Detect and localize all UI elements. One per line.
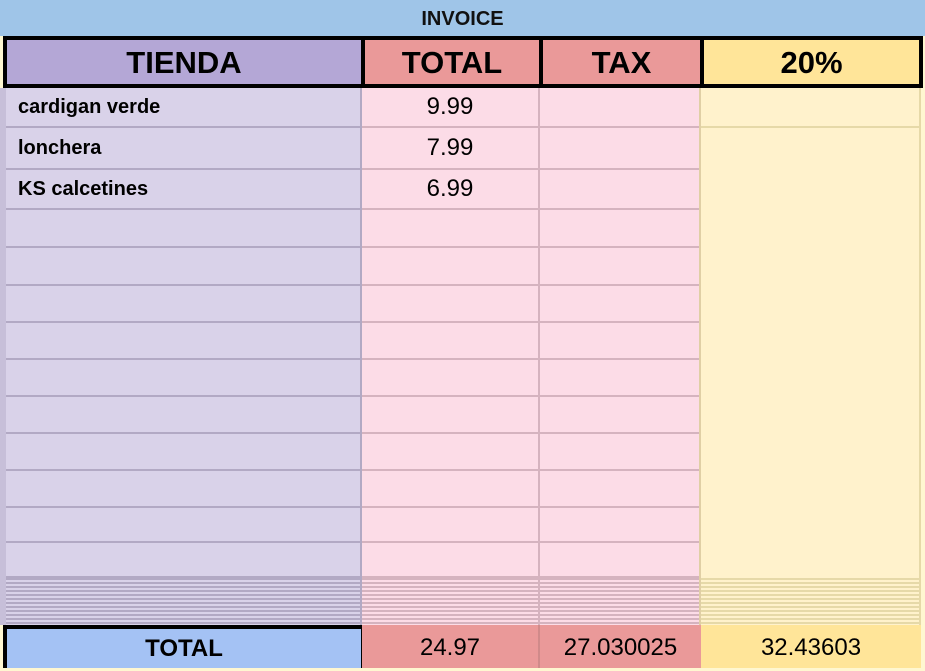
- invoice-title[interactable]: INVOICE: [0, 0, 925, 36]
- cell-total-row2[interactable]: 7.99: [362, 128, 538, 170]
- tax-column: [540, 88, 701, 625]
- cell-total-row6[interactable]: [362, 286, 538, 323]
- footer-tax[interactable]: 27.030025: [540, 625, 701, 668]
- cell-total-row8[interactable]: [362, 360, 538, 397]
- cell-total-row3[interactable]: 6.99: [362, 170, 538, 210]
- cell-total-row12[interactable]: [362, 508, 538, 543]
- cell-tienda-row10[interactable]: [6, 434, 360, 471]
- cell-tax-row13[interactable]: [540, 543, 699, 578]
- footer-rate[interactable]: 32.43603: [701, 625, 921, 668]
- tienda-column: cardigan verde lonchera KS calcetines: [0, 88, 362, 625]
- footer-label[interactable]: TOTAL: [3, 625, 365, 668]
- cell-tienda-row11[interactable]: [6, 471, 360, 508]
- cell-tienda-row3[interactable]: KS calcetines: [6, 170, 360, 210]
- collapsed-rows: [540, 578, 699, 625]
- header-tienda[interactable]: TIENDA: [3, 36, 365, 88]
- cell-tax-row7[interactable]: [540, 323, 699, 360]
- cell-total-row4[interactable]: [362, 210, 538, 248]
- collapsed-rows: [6, 578, 360, 625]
- cell-tienda-row9[interactable]: [6, 397, 360, 434]
- collapsed-rows: [362, 578, 538, 625]
- cell-tax-row1[interactable]: [540, 88, 699, 128]
- collapsed-rows: [701, 578, 919, 625]
- cell-tax-row5[interactable]: [540, 248, 699, 286]
- footer-total[interactable]: 24.97: [362, 625, 540, 668]
- cell-total-row11[interactable]: [362, 471, 538, 508]
- cell-tienda-row5[interactable]: [6, 248, 360, 286]
- total-column: 9.99 7.99 6.99: [362, 88, 540, 625]
- header-rate[interactable]: 20%: [700, 36, 923, 88]
- cell-tax-row2[interactable]: [540, 128, 699, 170]
- cell-tax-row9[interactable]: [540, 397, 699, 434]
- cell-total-row5[interactable]: [362, 248, 538, 286]
- cell-total-row13[interactable]: [362, 543, 538, 578]
- cell-total-row1[interactable]: 9.99: [362, 88, 538, 128]
- cell-rate-row1[interactable]: [701, 88, 919, 128]
- header-total[interactable]: TOTAL: [361, 36, 543, 88]
- cell-tienda-row2[interactable]: lonchera: [6, 128, 360, 170]
- cell-tienda-row13[interactable]: [6, 543, 360, 578]
- cell-tax-row6[interactable]: [540, 286, 699, 323]
- cell-total-row9[interactable]: [362, 397, 538, 434]
- cell-tax-row12[interactable]: [540, 508, 699, 543]
- cell-tienda-row7[interactable]: [6, 323, 360, 360]
- cell-tienda-row4[interactable]: [6, 210, 360, 248]
- cell-tax-row8[interactable]: [540, 360, 699, 397]
- cell-total-row7[interactable]: [362, 323, 538, 360]
- cell-tax-row10[interactable]: [540, 434, 699, 471]
- cell-tienda-row8[interactable]: [6, 360, 360, 397]
- cell-tienda-row6[interactable]: [6, 286, 360, 323]
- cell-tienda-row1[interactable]: cardigan verde: [6, 88, 360, 128]
- cell-tax-row11[interactable]: [540, 471, 699, 508]
- cell-tienda-row12[interactable]: [6, 508, 360, 543]
- cell-tax-row4[interactable]: [540, 210, 699, 248]
- header-tax[interactable]: TAX: [539, 36, 704, 88]
- cell-total-row10[interactable]: [362, 434, 538, 471]
- cell-tax-row3[interactable]: [540, 170, 699, 210]
- rate-column: [701, 88, 921, 625]
